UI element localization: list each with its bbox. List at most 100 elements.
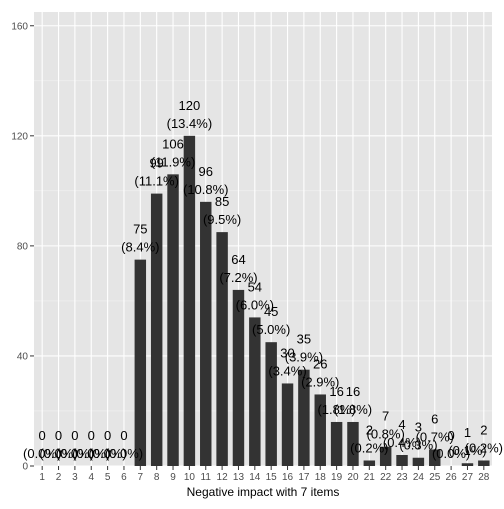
- count-label: 0: [88, 428, 95, 443]
- percent-label: (0.2%): [465, 440, 503, 455]
- count-label: 75: [133, 222, 147, 237]
- bar-27: [461, 463, 474, 466]
- bar-17: [298, 369, 310, 466]
- percent-label: (3.4%): [268, 363, 306, 378]
- percent-label: (5.0%): [252, 322, 290, 337]
- y-axis: 0 40 80 120 160: [11, 21, 34, 473]
- y-tick-label: 120: [11, 131, 28, 142]
- x-tick-label: 26: [446, 472, 458, 483]
- count-label: 3: [415, 420, 422, 435]
- count-label: 7: [382, 409, 389, 424]
- count-label: 16: [346, 384, 360, 399]
- count-label: 0: [120, 428, 127, 443]
- x-tick-label: 25: [429, 472, 441, 483]
- count-label: 2: [366, 422, 373, 437]
- x-tick-label: 20: [347, 472, 359, 483]
- data-labels: 0 (0.0%) 0 (0.0%) 0 (0.0%) 0 (0.0%) 0 (0.0%) 0 (0.0…: [23, 98, 503, 461]
- count-label: 0: [104, 428, 111, 443]
- count-label: 0: [71, 428, 78, 443]
- x-axis-title: Negative impact with 7 items: [187, 485, 340, 499]
- x-tick-label: 10: [184, 472, 196, 483]
- percent-label: (0.0%): [56, 446, 94, 461]
- y-tick-label: 160: [11, 21, 28, 32]
- x-tick-label: 7: [138, 472, 144, 483]
- count-label: 30: [280, 345, 294, 360]
- bars: [134, 135, 490, 466]
- count-label: 35: [297, 332, 311, 347]
- percent-label: (0.8%): [367, 427, 405, 442]
- x-tick-label: 15: [266, 472, 278, 483]
- count-label: 6: [431, 411, 438, 426]
- percent-label: (9.5%): [203, 212, 241, 227]
- x-tick-label: 6: [121, 472, 127, 483]
- count-label: 54: [248, 279, 262, 294]
- count-label: 99: [149, 156, 163, 171]
- percent-label: (0.0%): [88, 446, 126, 461]
- x-tick-label: 16: [282, 472, 294, 483]
- count-label: 120: [179, 98, 201, 113]
- percent-label: (0.4%): [383, 435, 421, 450]
- x-tick-label: 24: [413, 472, 425, 483]
- bar-11: [200, 201, 212, 466]
- percent-label: (0.0%): [432, 446, 470, 461]
- percent-label: (0.0%): [39, 446, 77, 461]
- count-label: 96: [199, 164, 213, 179]
- percent-label: (2.9%): [301, 374, 339, 389]
- x-tick-label: 8: [154, 472, 160, 483]
- percent-label: (1.8%): [317, 402, 355, 417]
- percent-label: (11.9%): [151, 154, 196, 169]
- y-tick-label: 0: [22, 462, 28, 473]
- bar-22: [379, 446, 392, 466]
- bar-20: [347, 421, 359, 466]
- bar-18: [314, 394, 326, 466]
- x-tick-label: 14: [249, 472, 261, 483]
- bar-8: [150, 193, 163, 466]
- bar-13: [232, 289, 245, 466]
- minor-gridlines: [34, 80, 492, 412]
- percent-label: (0.7%): [416, 429, 454, 444]
- percent-label: (0.0%): [23, 446, 61, 461]
- x-tick-label: 11: [201, 472, 212, 483]
- x-tick-label: 2: [56, 472, 62, 483]
- count-label: 1: [464, 425, 471, 440]
- count-label: 85: [215, 194, 229, 209]
- bar-10: [183, 135, 196, 466]
- bar-9: [167, 174, 179, 466]
- x-tick-label: 19: [331, 472, 343, 483]
- percent-label: (0.1%): [448, 443, 486, 458]
- x-tick-label: 27: [462, 472, 474, 483]
- count-label: 0: [447, 428, 454, 443]
- x-tick-label: 22: [380, 472, 392, 483]
- percent-label: (7.2%): [219, 270, 257, 285]
- x-tick-label: 17: [298, 472, 310, 483]
- x-tick-label: 21: [364, 472, 376, 483]
- bar-12: [216, 232, 228, 466]
- bar-23: [396, 454, 408, 466]
- count-label: 26: [313, 356, 327, 371]
- count-label: 0: [55, 428, 62, 443]
- count-label: 4: [398, 417, 405, 432]
- count-label: 0: [39, 428, 46, 443]
- bar-15: [265, 342, 277, 466]
- percent-label: (10.8%): [183, 182, 229, 197]
- x-tick-label: 5: [105, 472, 111, 483]
- bar-19: [330, 421, 343, 466]
- count-label: 16: [329, 384, 343, 399]
- plot-panel: [34, 12, 492, 466]
- percent-label: (0.2%): [350, 440, 388, 455]
- x-tick-label: 9: [170, 472, 176, 483]
- bar-14: [249, 317, 261, 466]
- percent-label: (0.0%): [72, 446, 110, 461]
- bar-24: [412, 457, 425, 466]
- percent-label: (8.4%): [121, 240, 159, 255]
- x-tick-label: 13: [233, 472, 245, 483]
- x-tick-label: 12: [217, 472, 229, 483]
- percent-label: (11.1%): [134, 174, 179, 189]
- x-tick-label: 1: [39, 472, 45, 483]
- percent-label: (6.0%): [236, 297, 274, 312]
- count-label: 2: [480, 422, 487, 437]
- bar-21: [363, 460, 376, 466]
- x-tick-label: 28: [478, 472, 490, 483]
